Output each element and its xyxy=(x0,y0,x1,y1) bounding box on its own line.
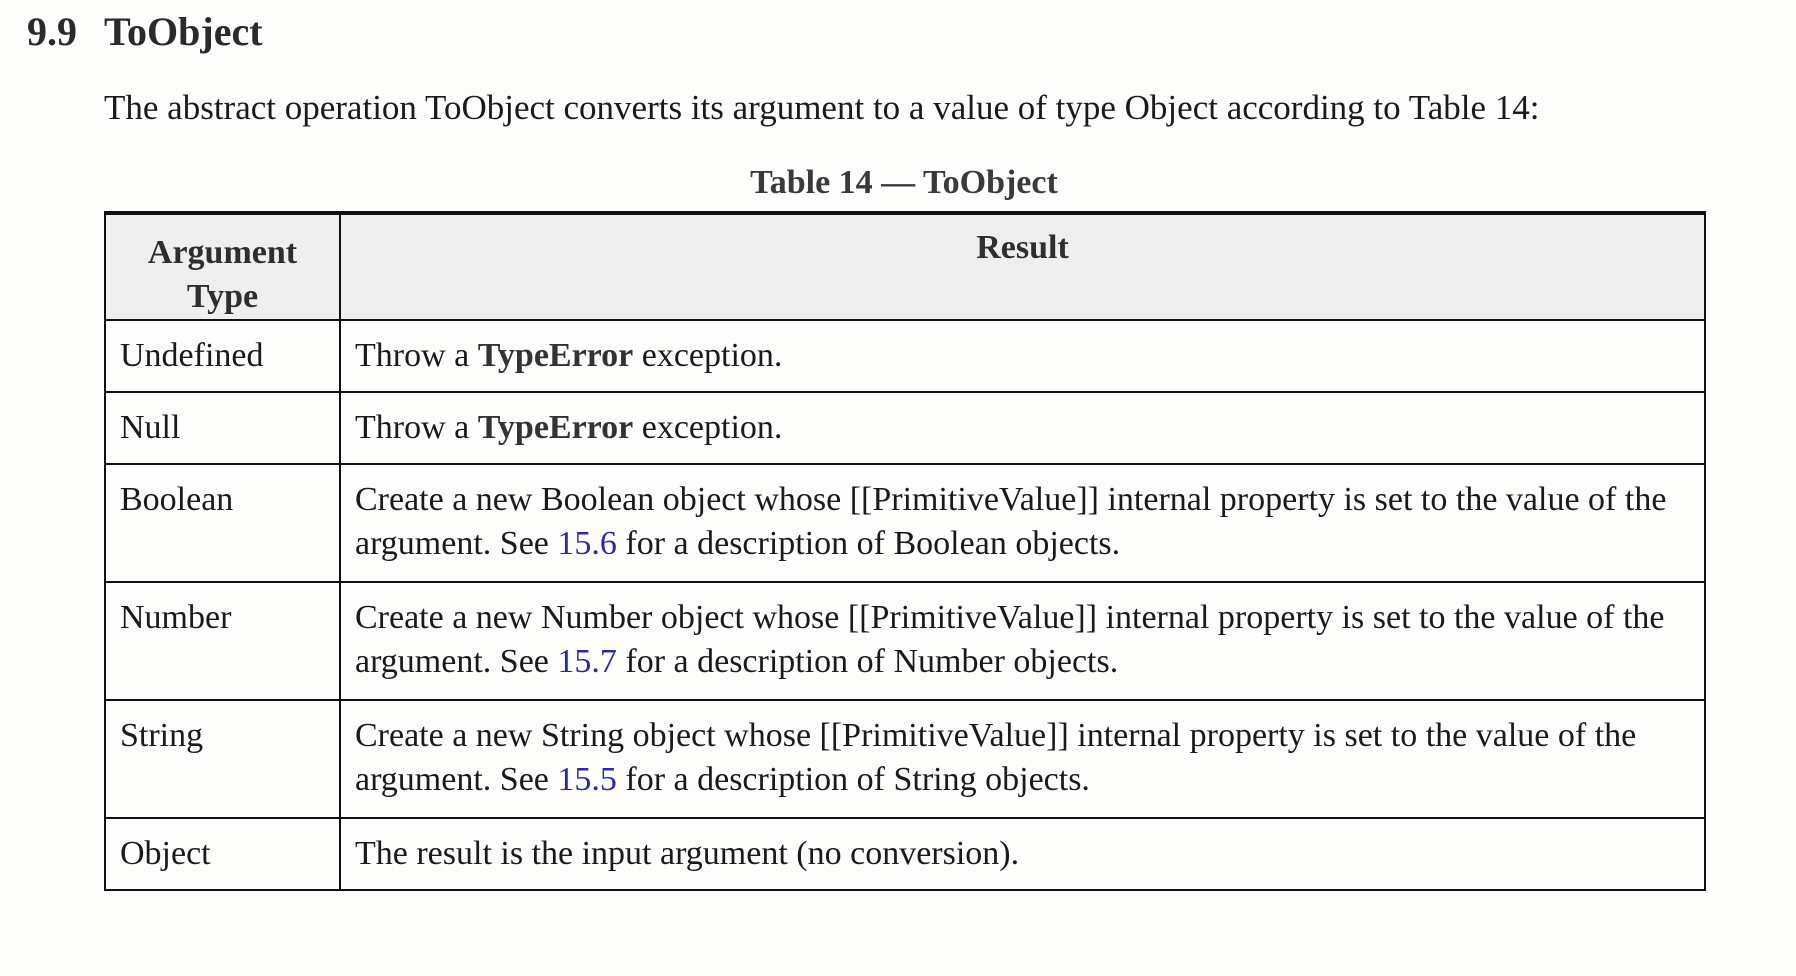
result-text-end: for a description of String objects. xyxy=(616,761,1090,798)
result-cell: Create a new Number object whose [[Primi… xyxy=(339,581,1706,701)
result-text: Create a new Number object whose [[Primi… xyxy=(355,599,1665,680)
result-bold-term: TypeError xyxy=(477,409,634,446)
result-text-end: for a description of Boolean objects. xyxy=(616,525,1121,562)
result-text: Create a new String object whose [[Primi… xyxy=(355,717,1637,798)
section-number: 9.9 xyxy=(27,9,77,54)
result-text: Throw a xyxy=(355,337,478,374)
section-link[interactable]: 15.7 xyxy=(557,643,617,680)
toobject-table: Argument Type Result Undefined Throw a T… xyxy=(104,211,1706,891)
section-link[interactable]: 15.5 xyxy=(557,761,617,798)
table-row: Number Create a new Number object whose … xyxy=(104,581,1706,701)
header-argument-type: Argument Type xyxy=(104,212,341,321)
header-argument-type-line2: Type xyxy=(186,278,259,315)
result-text: The result is the input argument (no con… xyxy=(355,835,1020,872)
result-cell: Throw a TypeError exception. xyxy=(339,391,1706,465)
table-caption: Table 14 — ToObject xyxy=(750,164,1058,201)
section-title: ToObject xyxy=(104,9,263,54)
result-cell: The result is the input argument (no con… xyxy=(339,817,1706,891)
result-text: Create a new Boolean object whose [[Prim… xyxy=(355,481,1667,562)
result-cell: Create a new Boolean object whose [[Prim… xyxy=(339,463,1706,583)
type-cell: Undefined xyxy=(104,319,341,393)
type-cell: Null xyxy=(104,391,341,465)
type-cell: Number xyxy=(104,581,341,701)
intro-paragraph: The abstract operation ToObject converts… xyxy=(104,88,1540,127)
result-cell: Create a new String object whose [[Primi… xyxy=(339,699,1706,819)
table-row: Null Throw a TypeError exception. xyxy=(104,391,1706,465)
header-result: Result xyxy=(339,212,1706,321)
result-cell: Throw a TypeError exception. xyxy=(339,319,1706,393)
result-text-end: for a description of Number objects. xyxy=(616,643,1119,680)
type-cell: Object xyxy=(104,817,341,891)
table-header-row: Argument Type Result xyxy=(104,212,1706,321)
table-row: Object The result is the input argument … xyxy=(104,817,1706,891)
result-text-end: exception. xyxy=(633,337,783,374)
table-row: Boolean Create a new Boolean object whos… xyxy=(104,463,1706,583)
header-argument-type-line1: Argument xyxy=(147,234,298,271)
result-text-end: exception. xyxy=(633,409,783,446)
table-row: Undefined Throw a TypeError exception. xyxy=(104,319,1706,393)
result-text: Throw a xyxy=(355,409,478,446)
section-heading: 9.9 ToObject xyxy=(27,6,263,58)
result-bold-term: TypeError xyxy=(477,337,634,374)
type-cell: Boolean xyxy=(104,463,341,583)
table-row: String Create a new String object whose … xyxy=(104,699,1706,819)
type-cell: String xyxy=(104,699,341,819)
section-link[interactable]: 15.6 xyxy=(557,525,617,562)
